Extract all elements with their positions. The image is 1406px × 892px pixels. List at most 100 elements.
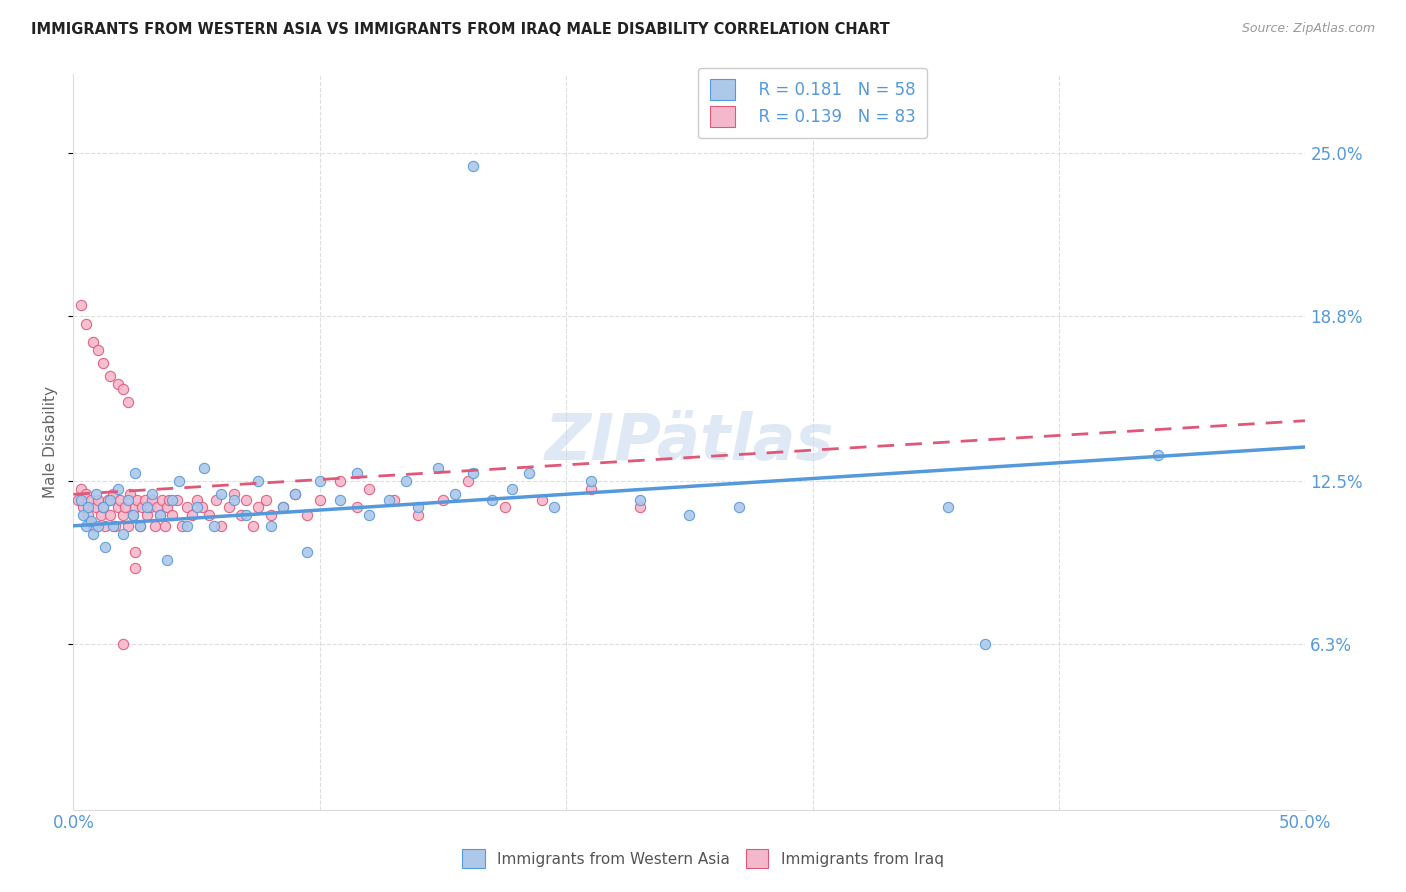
Point xyxy=(457,474,479,488)
Legend:   R = 0.181   N = 58,   R = 0.139   N = 83: R = 0.181 N = 58, R = 0.139 N = 83 xyxy=(697,68,928,138)
Point xyxy=(82,334,104,349)
Point xyxy=(198,508,221,523)
Point xyxy=(328,492,350,507)
Point xyxy=(94,518,117,533)
Point xyxy=(98,492,121,507)
Point xyxy=(141,487,163,501)
Point xyxy=(134,492,156,507)
Point xyxy=(222,492,245,507)
Point xyxy=(222,487,245,501)
Point xyxy=(104,518,127,533)
Point xyxy=(91,500,114,515)
Point xyxy=(97,492,120,507)
Point xyxy=(678,508,700,523)
Point xyxy=(77,508,100,523)
Point xyxy=(543,500,565,515)
Point xyxy=(427,461,450,475)
Point xyxy=(530,492,553,507)
Point xyxy=(107,482,129,496)
Point xyxy=(166,492,188,507)
Point xyxy=(91,356,114,370)
Point xyxy=(129,518,152,533)
Point xyxy=(72,500,94,515)
Point xyxy=(254,492,277,507)
Point xyxy=(69,298,91,312)
Point xyxy=(186,500,208,515)
Point xyxy=(328,474,350,488)
Point xyxy=(936,500,959,515)
Point xyxy=(124,500,146,515)
Point xyxy=(82,526,104,541)
Point xyxy=(346,500,368,515)
Point xyxy=(628,500,651,515)
Point xyxy=(297,508,319,523)
Point xyxy=(727,500,749,515)
Point xyxy=(271,500,294,515)
Point xyxy=(193,461,215,475)
Point xyxy=(284,487,307,501)
Point xyxy=(153,518,176,533)
Point xyxy=(242,518,264,533)
Point xyxy=(176,500,198,515)
Point xyxy=(186,492,208,507)
Point xyxy=(121,508,143,523)
Point xyxy=(271,500,294,515)
Point xyxy=(974,637,997,651)
Point xyxy=(202,518,225,533)
Point xyxy=(205,492,228,507)
Point xyxy=(111,508,134,523)
Point xyxy=(169,474,191,488)
Point xyxy=(101,487,124,501)
Point xyxy=(146,500,169,515)
Point xyxy=(218,500,240,515)
Legend: Immigrants from Western Asia, Immigrants from Iraq: Immigrants from Western Asia, Immigrants… xyxy=(454,841,952,875)
Point xyxy=(75,317,97,331)
Point xyxy=(111,637,134,651)
Point xyxy=(69,482,91,496)
Point xyxy=(159,492,181,507)
Point xyxy=(141,492,163,507)
Point xyxy=(579,482,602,496)
Point xyxy=(382,492,405,507)
Point xyxy=(77,500,100,515)
Point xyxy=(117,492,139,507)
Point xyxy=(628,492,651,507)
Point xyxy=(432,492,454,507)
Point xyxy=(89,508,111,523)
Point xyxy=(110,492,132,507)
Point xyxy=(67,492,90,507)
Point xyxy=(461,467,484,481)
Point xyxy=(94,540,117,554)
Point xyxy=(114,500,136,515)
Point xyxy=(259,508,281,523)
Point xyxy=(75,518,97,533)
Point xyxy=(1146,448,1168,462)
Point xyxy=(284,487,307,501)
Point xyxy=(139,500,162,515)
Text: Source: ZipAtlas.com: Source: ZipAtlas.com xyxy=(1241,22,1375,36)
Point xyxy=(117,518,139,533)
Point xyxy=(117,395,139,409)
Point xyxy=(111,526,134,541)
Point xyxy=(98,369,121,384)
Point xyxy=(127,492,149,507)
Point xyxy=(98,508,121,523)
Point xyxy=(156,553,179,567)
Point xyxy=(517,467,540,481)
Point xyxy=(346,467,368,481)
Point xyxy=(444,487,467,501)
Point xyxy=(359,482,381,496)
Point xyxy=(69,492,91,507)
Point xyxy=(84,500,107,515)
Point xyxy=(247,474,270,488)
Point xyxy=(121,508,143,523)
Point xyxy=(235,492,257,507)
Point xyxy=(111,382,134,396)
Point xyxy=(247,500,270,515)
Text: IMMIGRANTS FROM WESTERN ASIA VS IMMIGRANTS FROM IRAQ MALE DISABILITY CORRELATION: IMMIGRANTS FROM WESTERN ASIA VS IMMIGRAN… xyxy=(31,22,890,37)
Point xyxy=(259,518,281,533)
Point xyxy=(87,518,110,533)
Point xyxy=(124,545,146,559)
Point xyxy=(494,500,516,515)
Point xyxy=(84,487,107,501)
